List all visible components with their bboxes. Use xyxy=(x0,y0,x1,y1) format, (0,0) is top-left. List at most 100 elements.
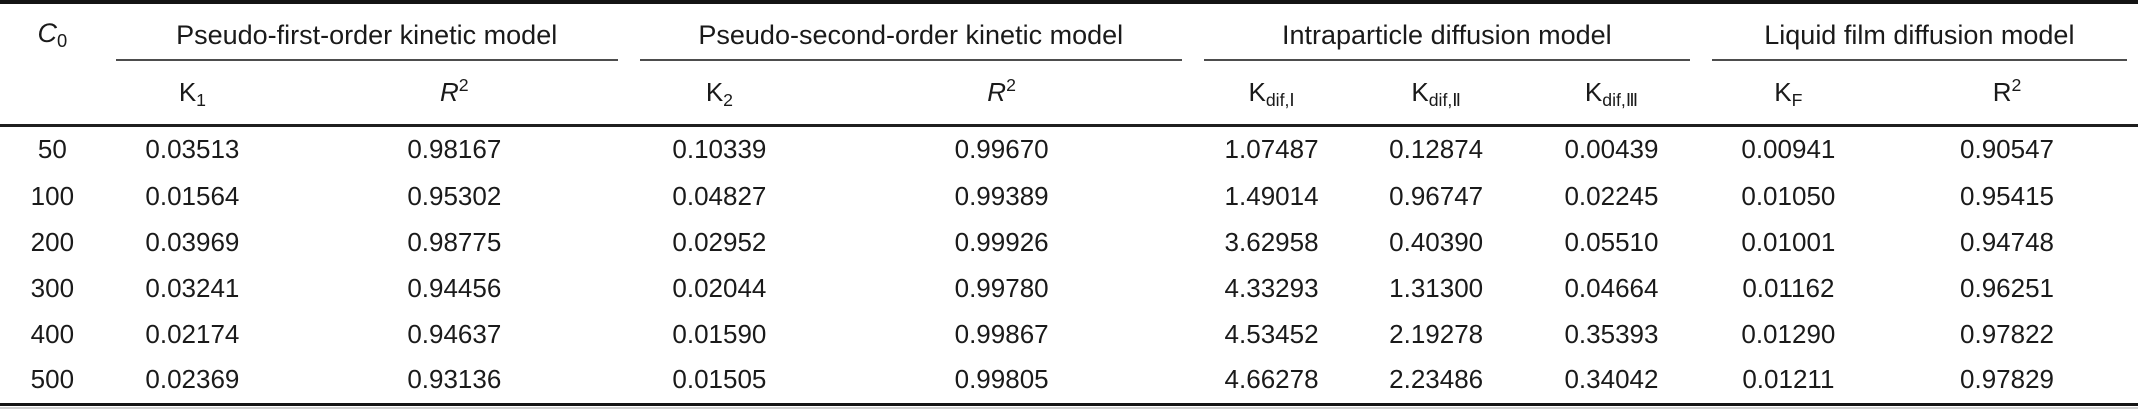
column-header-r2-second-order: R2 xyxy=(810,61,1193,127)
table-cell: 1.07487 xyxy=(1224,134,1319,165)
column-header-k2: K2 xyxy=(628,61,811,127)
table-cell: 0.01290 xyxy=(1741,318,1836,349)
table-cell: 0.03241 xyxy=(145,272,240,303)
k1-subscript: 1 xyxy=(196,89,206,110)
table-row: 300 0.03241 0.94456 0.02044 0.99780 4.33… xyxy=(0,265,2138,311)
table-cell: 2.19278 xyxy=(1389,318,1484,349)
table-cell: 0.12874 xyxy=(1389,134,1484,165)
kdif1-subscript: dif,Ⅰ xyxy=(1265,89,1295,110)
group-header-pseudo-second-order: Pseudo-second-order kinetic model xyxy=(629,4,1193,61)
group-label: Liquid film diffusion model xyxy=(1711,22,2127,61)
table-cell: 0.01590 xyxy=(672,318,767,349)
table-cell: 0.40390 xyxy=(1389,226,1484,257)
column-header-r2-liquid-film: R2 xyxy=(1876,61,2138,127)
table-cell: 0.90547 xyxy=(1960,134,2054,165)
table-cell: 2.23486 xyxy=(1389,364,1484,395)
table-cell: 0.34042 xyxy=(1564,364,1659,395)
table-cell: 100 xyxy=(30,180,75,211)
group-label: Intraparticle diffusion model xyxy=(1203,22,1690,61)
table-cell: 0.02369 xyxy=(145,364,240,395)
k2-subscript: 2 xyxy=(723,89,733,110)
table-cell: 400 xyxy=(30,318,75,349)
table-cell: 0.04827 xyxy=(672,180,767,211)
table-bottom-gray-rule xyxy=(0,407,2138,409)
table-cell: 0.97822 xyxy=(1960,318,2054,349)
kdif2-symbol: K xyxy=(1411,76,1429,107)
column-header-kf: KF xyxy=(1700,61,1877,127)
table-cell: 0.02044 xyxy=(672,272,767,303)
table-cell: 0.01001 xyxy=(1741,226,1836,257)
table-cell: 0.99805 xyxy=(954,364,1049,395)
table-cell: 300 xyxy=(30,272,75,303)
table-row: 400 0.02174 0.94637 0.01590 0.99867 4.53… xyxy=(0,311,2138,357)
table-cell: 4.53452 xyxy=(1224,318,1319,349)
table-row: 200 0.03969 0.98775 0.02952 0.99926 3.62… xyxy=(0,219,2138,265)
table-cell: 0.03513 xyxy=(145,134,240,165)
table-cell: 0.00439 xyxy=(1564,134,1659,165)
table-cell: 0.00941 xyxy=(1741,134,1836,165)
table-bottom-rule xyxy=(0,403,2138,406)
group-header-row: C0 Pseudo-first-order kinetic model Pseu… xyxy=(0,4,2138,127)
table-cell: 4.66278 xyxy=(1224,364,1319,395)
table-cell: 200 xyxy=(30,226,75,257)
r2-symbol: R xyxy=(439,76,459,107)
table-cell: 0.35393 xyxy=(1564,318,1659,349)
c0-subscript: 0 xyxy=(57,30,68,52)
table-cell: 0.97829 xyxy=(1960,364,2054,395)
table-cell: 0.94456 xyxy=(407,272,502,303)
table-cell: 0.01564 xyxy=(145,180,240,211)
kdif3-subscript: dif,Ⅲ xyxy=(1602,89,1639,110)
kdif3-symbol: K xyxy=(1584,76,1603,107)
table-cell: 0.99670 xyxy=(954,134,1049,165)
table-top-rule xyxy=(0,0,2138,4)
table-cell: 0.94748 xyxy=(1960,226,2054,257)
table-cell: 0.01050 xyxy=(1741,180,1836,211)
table-cell: 0.95415 xyxy=(1960,180,2054,211)
group-header-pseudo-first-order: Pseudo-first-order kinetic model xyxy=(105,4,629,61)
kdif2-subscript: dif,Ⅱ xyxy=(1428,89,1461,110)
header-c0: C0 xyxy=(0,4,105,127)
column-header-kdif1: Kdif,Ⅰ xyxy=(1192,61,1351,127)
table-cell: 3.62958 xyxy=(1224,226,1319,257)
c0-symbol: C xyxy=(37,18,58,48)
table-cell: 0.01211 xyxy=(1742,364,1835,395)
column-header-kdif3: Kdif,Ⅲ xyxy=(1522,61,1701,127)
table-row: 50 0.03513 0.98167 0.10339 0.99670 1.074… xyxy=(0,125,2138,173)
table-cell: 0.03969 xyxy=(145,226,240,257)
table-cell: 0.05510 xyxy=(1564,226,1659,257)
table-cell: 0.99780 xyxy=(954,272,1049,303)
table-cell: 0.96747 xyxy=(1389,180,1484,211)
table-cell: 0.10339 xyxy=(672,134,767,165)
group-header-liquid-film-diffusion: Liquid film diffusion model xyxy=(1701,4,2138,61)
table-cell: 0.01162 xyxy=(1742,272,1835,303)
table-cell: 0.99867 xyxy=(954,318,1049,349)
table-cell: 0.02245 xyxy=(1564,180,1659,211)
column-header-r2-first-order: R2 xyxy=(280,61,629,127)
k2-symbol: K xyxy=(705,76,724,107)
table-row: 100 0.01564 0.95302 0.04827 0.99389 1.49… xyxy=(0,173,2138,219)
r2-superscript: 2 xyxy=(458,75,469,96)
table-cell: 0.94637 xyxy=(407,318,502,349)
table-cell: 0.98167 xyxy=(407,134,502,165)
kdif1-symbol: K xyxy=(1248,76,1266,107)
table-cell: 0.01505 xyxy=(672,364,767,395)
table-cell: 0.04664 xyxy=(1564,272,1659,303)
group-label: Pseudo-first-order kinetic model xyxy=(115,22,618,61)
r2-superscript: 2 xyxy=(1006,75,1016,96)
group-label: Pseudo-second-order kinetic model xyxy=(639,22,1182,61)
kf-subscript: F xyxy=(1791,89,1803,110)
r2-symbol: R xyxy=(1992,76,2012,107)
column-header-kdif2: Kdif,Ⅱ xyxy=(1350,61,1523,127)
group-header-intraparticle-diffusion: Intraparticle diffusion model xyxy=(1193,4,1701,61)
table-cell: 0.99926 xyxy=(954,226,1049,257)
r2-superscript: 2 xyxy=(2011,75,2022,96)
table-cell: 0.98775 xyxy=(407,226,502,257)
r2-symbol: R xyxy=(987,76,1007,107)
table-cell: 0.99389 xyxy=(954,180,1049,211)
table-cell: 4.33293 xyxy=(1224,272,1319,303)
table-cell: 0.93136 xyxy=(407,364,502,395)
table-cell: 50 xyxy=(37,134,67,165)
table-cell: 0.96251 xyxy=(1960,272,2054,303)
table-cell: 1.49014 xyxy=(1224,180,1319,211)
